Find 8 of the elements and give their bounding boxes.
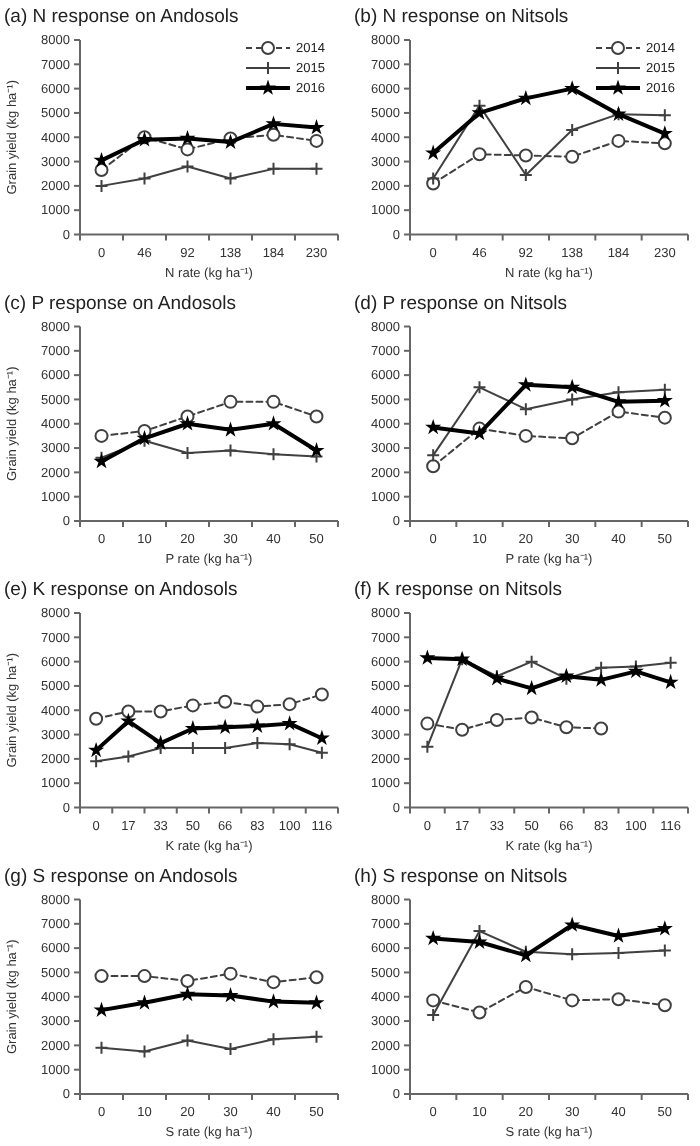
chart-title: (d) P response on Nitsols <box>354 292 568 315</box>
chart-title: (a) N response on Andosols <box>4 6 239 28</box>
chart-title: (g) S response on Andosols <box>4 865 238 888</box>
chart-title: (f) K response on Nitsols <box>354 579 563 601</box>
chart-title: (c) P response on Andosols <box>4 292 237 315</box>
chart-title: (b) N response on Nitsols <box>354 6 569 28</box>
chart-title: (e) K response on Andosols <box>4 579 238 601</box>
chart-title: (h) S response on Nitsols <box>354 865 568 888</box>
